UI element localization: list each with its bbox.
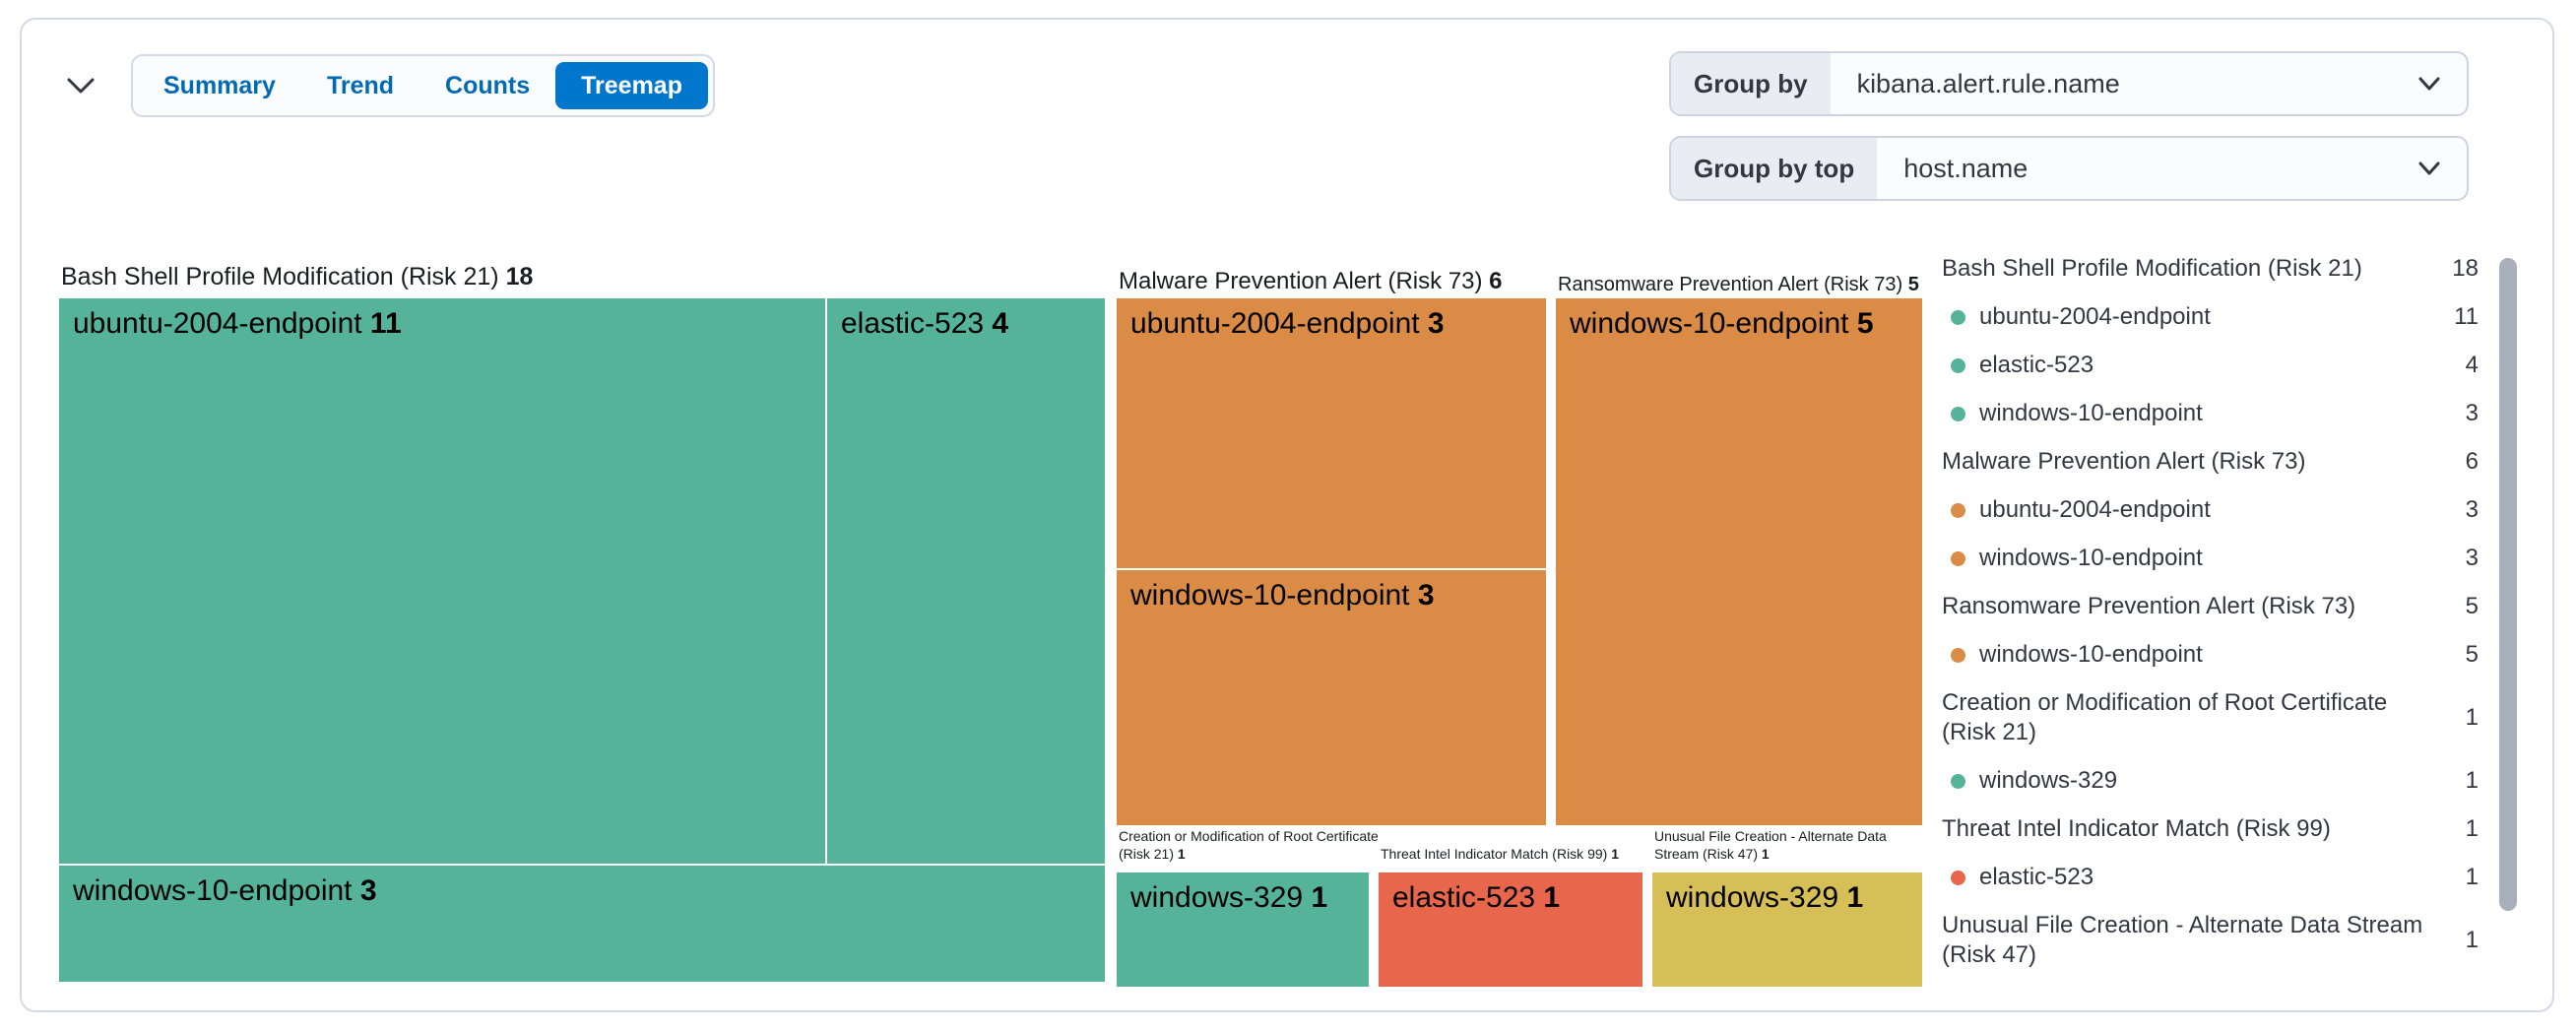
- legend-count: 11: [2454, 303, 2479, 330]
- legend-color-dot-icon: [1951, 309, 1965, 325]
- legend-host-row: ubuntu-2004-endpoint 11: [1942, 302, 2479, 332]
- legend-color-dot-icon: [1951, 647, 1965, 663]
- tab-trend[interactable]: Trend: [326, 71, 395, 99]
- legend-group-row: Unusual File Creation - Alternate Data S…: [1942, 911, 2479, 970]
- legend-color-dot-icon: [1951, 357, 1965, 373]
- treemap-group-header: Creation or Modification of Root Certifi…: [1119, 828, 1379, 862]
- group-by-top-label: Group by top: [1671, 138, 1878, 199]
- treemap-legend: Bash Shell Profile Modification (Risk 21…: [1942, 254, 2479, 970]
- legend-label: elastic-523: [1979, 352, 2094, 378]
- group-by-top-value: host.name: [1903, 153, 2029, 183]
- legend-label: Threat Intel Indicator Match (Risk 99): [1942, 815, 2331, 842]
- legend-count: 6: [2465, 448, 2479, 475]
- treemap-tile[interactable]: windows-329 1: [1117, 872, 1369, 987]
- group-by-value: kibana.alert.rule.name: [1856, 68, 2120, 98]
- legend-label: Malware Prevention Alert (Risk 73): [1942, 448, 2306, 475]
- legend-label: Bash Shell Profile Modification (Risk 21…: [1942, 255, 2362, 282]
- legend-label: Unusual File Creation - Alternate Data S…: [1942, 912, 2423, 968]
- legend-host-row: windows-329 1: [1942, 766, 2479, 796]
- legend-count: 1: [2465, 767, 2479, 794]
- legend-color-dot-icon: [1951, 502, 1965, 518]
- tab-treemap[interactable]: Treemap: [555, 62, 708, 109]
- legend-host-row: windows-10-endpoint 5: [1942, 640, 2479, 670]
- legend-count: 1: [2465, 927, 2479, 953]
- treemap-group-header: Ransomware Prevention Alert (Risk 73) 5: [1558, 274, 1919, 295]
- legend-group-row: Threat Intel Indicator Match (Risk 99) 1: [1942, 814, 2479, 844]
- legend-host-row: ubuntu-2004-endpoint 3: [1942, 495, 2479, 525]
- legend-color-dot-icon: [1951, 773, 1965, 789]
- treemap-group-header: Threat Intel Indicator Match (Risk 99) 1: [1381, 846, 1619, 862]
- group-by-top-select[interactable]: Group by top host.name: [1669, 136, 2469, 201]
- legend-count: 18: [2452, 255, 2479, 282]
- legend-label: Creation or Modification of Root Certifi…: [1942, 689, 2388, 745]
- group-by-label: Group by: [1671, 53, 1831, 114]
- legend-color-dot-icon: [1951, 406, 1965, 421]
- legend-group-row: Ransomware Prevention Alert (Risk 73) 5: [1942, 592, 2479, 621]
- legend-host-row: elastic-523 4: [1942, 351, 2479, 380]
- legend-scrollbar[interactable]: [2499, 258, 2517, 911]
- treemap-tile[interactable]: windows-329 1: [1652, 872, 1922, 987]
- treemap-tile[interactable]: windows-10-endpoint 3: [59, 866, 1105, 982]
- treemap-tile[interactable]: windows-10-endpoint 5: [1556, 298, 1922, 825]
- group-by-select[interactable]: Group by kibana.alert.rule.name: [1669, 51, 2469, 116]
- legend-host-row: windows-10-endpoint 3: [1942, 399, 2479, 428]
- treemap-tile[interactable]: elastic-523 4: [827, 298, 1105, 864]
- legend-group-row: Bash Shell Profile Modification (Risk 21…: [1942, 254, 2479, 284]
- legend-label: windows-329: [1979, 767, 2118, 794]
- treemap-group-header: Unusual File Creation - Alternate Data S…: [1654, 828, 1887, 862]
- chevron-down-icon: [2415, 138, 2467, 199]
- legend-label: elastic-523: [1979, 864, 2094, 890]
- legend-count: 1: [2465, 815, 2479, 842]
- treemap-group-header: Malware Prevention Alert (Risk 73) 6: [1119, 268, 1503, 294]
- view-tab-group: Summary Trend Counts Treemap: [131, 54, 715, 117]
- legend-label: ubuntu-2004-endpoint: [1979, 303, 2211, 330]
- legend-count: 1: [2465, 704, 2479, 731]
- legend-label: windows-10-endpoint: [1979, 545, 2203, 571]
- legend-label: ubuntu-2004-endpoint: [1979, 496, 2211, 523]
- legend-label: Ransomware Prevention Alert (Risk 73): [1942, 593, 2356, 619]
- legend-group-row: Malware Prevention Alert (Risk 73) 6: [1942, 447, 2479, 477]
- treemap-tile[interactable]: elastic-523 1: [1379, 872, 1642, 987]
- legend-label: windows-10-endpoint: [1979, 641, 2203, 668]
- tab-counts[interactable]: Counts: [445, 71, 531, 99]
- legend-count: 5: [2465, 641, 2479, 668]
- legend-group-row: Creation or Modification of Root Certifi…: [1942, 688, 2479, 747]
- legend-count: 1: [2465, 864, 2479, 890]
- legend-count: 4: [2465, 352, 2479, 378]
- legend-host-row: elastic-523 1: [1942, 863, 2479, 892]
- treemap-tile[interactable]: windows-10-endpoint 3: [1117, 570, 1546, 825]
- tab-summary[interactable]: Summary: [163, 71, 276, 99]
- legend-count: 3: [2465, 496, 2479, 523]
- legend-host-row: windows-10-endpoint 3: [1942, 544, 2479, 573]
- collapse-panel-button[interactable]: [55, 63, 106, 110]
- legend-count: 3: [2465, 400, 2479, 426]
- legend-label: windows-10-endpoint: [1979, 400, 2203, 426]
- chevron-down-icon: [63, 74, 98, 100]
- chevron-down-icon: [2415, 53, 2467, 114]
- legend-count: 3: [2465, 545, 2479, 571]
- legend-count: 5: [2465, 593, 2479, 619]
- treemap-tile[interactable]: ubuntu-2004-endpoint 3: [1117, 298, 1546, 568]
- legend-color-dot-icon: [1951, 550, 1965, 566]
- treemap-tile[interactable]: ubuntu-2004-endpoint 11: [59, 298, 825, 864]
- treemap-group-header: Bash Shell Profile Modification (Risk 21…: [61, 263, 534, 290]
- legend-color-dot-icon: [1951, 870, 1965, 885]
